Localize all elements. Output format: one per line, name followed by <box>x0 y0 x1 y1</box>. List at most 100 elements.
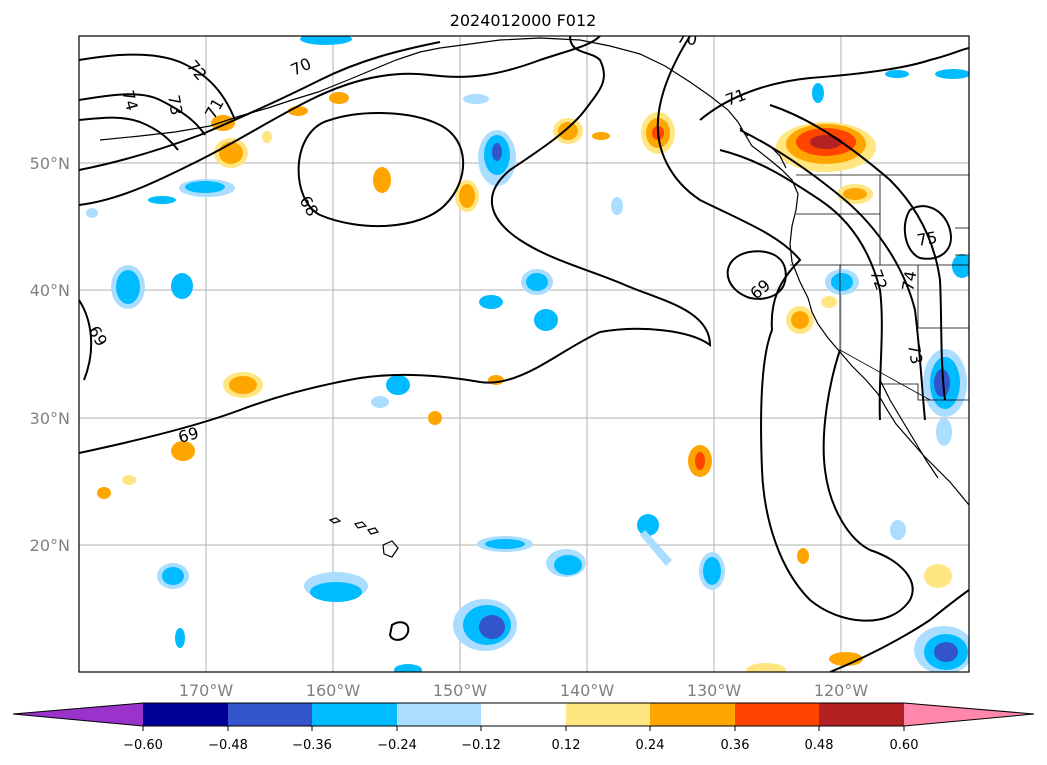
negative-patch <box>86 208 98 218</box>
contour-label: 73 <box>904 342 926 365</box>
positive-patch <box>329 92 349 104</box>
lon-label: 150°W <box>433 681 488 700</box>
negative-patch <box>935 69 969 79</box>
contour-71 <box>699 47 969 121</box>
hawaii-islands <box>328 517 399 558</box>
colorbar-label: −0.60 <box>123 738 163 753</box>
contour-69-upper <box>79 36 601 206</box>
contour-74 <box>769 104 946 401</box>
colorbar-segment <box>650 703 735 726</box>
longitude-labels: 170°W 160°W 150°W 140°W 130°W 120°W <box>179 681 869 700</box>
contour-label: 69 <box>176 423 201 447</box>
height-contours <box>79 36 969 672</box>
state-border <box>955 227 969 256</box>
negative-patch <box>611 197 623 215</box>
positive-patch <box>262 131 272 143</box>
contour-label: 75 <box>915 228 938 250</box>
colorbar-label: 0.12 <box>552 738 581 753</box>
contour-label: 74 <box>118 88 142 113</box>
lon-label: 130°W <box>687 681 742 700</box>
negative-patch <box>479 615 505 639</box>
positive-patch <box>428 411 442 425</box>
colorbar: −0.60 −0.48 −0.36 −0.24 −0.12 0.12 0.24 … <box>12 702 1035 753</box>
negative-patch <box>526 273 548 291</box>
island <box>353 521 368 529</box>
positive-patch <box>821 296 837 308</box>
colorbar-ticks <box>142 726 905 731</box>
negative-patch <box>386 375 410 395</box>
positive-patch <box>459 184 475 208</box>
colorbar-label: 0.24 <box>636 738 665 753</box>
colorbar-labels: −0.60 −0.48 −0.36 −0.24 −0.12 0.12 0.24 … <box>123 738 918 753</box>
contour-69-main <box>79 36 712 454</box>
negative-patch <box>171 273 193 299</box>
positive-patch <box>373 167 391 193</box>
lon-label: 170°W <box>179 681 234 700</box>
coastline-us-west <box>789 209 969 506</box>
state-border <box>880 383 969 401</box>
negative-patch <box>300 36 352 45</box>
positive-patch <box>171 441 195 461</box>
negative-patch <box>952 254 969 278</box>
negative-patch <box>479 295 503 309</box>
negative-patch <box>116 270 140 304</box>
negative-patch <box>371 396 389 408</box>
colorbar-label: 0.60 <box>890 738 919 753</box>
contour-top-left-74 <box>79 116 179 151</box>
colorbar-label: −0.48 <box>208 738 248 753</box>
negative-patch <box>936 418 952 446</box>
positive-patch <box>219 142 243 164</box>
lon-label: 140°W <box>560 681 615 700</box>
island <box>366 527 380 535</box>
colorbar-segment <box>397 703 481 726</box>
lat-label: 40°N <box>30 281 70 300</box>
negative-patch <box>640 530 672 566</box>
negative-patch <box>812 83 824 103</box>
negative-patch <box>175 628 185 648</box>
negative-patch <box>934 642 958 662</box>
contour-73 <box>739 129 926 421</box>
contour-top-left-70 <box>79 41 441 171</box>
negative-patch <box>703 557 721 585</box>
negative-patch <box>394 664 422 672</box>
positive-patch <box>791 311 809 329</box>
contour-label: 74 <box>898 269 920 292</box>
lat-label: 50°N <box>30 154 70 173</box>
negative-patch <box>554 555 582 575</box>
colorbar-segment <box>819 703 904 726</box>
colorbar-label: 0.36 <box>721 738 750 753</box>
latitude-labels: 50°N 40°N 30°N 20°N <box>30 154 70 555</box>
lon-label: 160°W <box>306 681 361 700</box>
contour-69-left <box>79 299 93 381</box>
contour-72 <box>719 149 883 421</box>
colorbar-min-extension <box>13 703 143 726</box>
positive-patch <box>924 564 952 588</box>
map-title: 2024012000 F012 <box>450 11 597 30</box>
colorbar-max-extension <box>904 703 1034 726</box>
positive-patch <box>695 452 705 470</box>
island <box>328 517 342 524</box>
positive-patch <box>229 376 257 394</box>
contour-69-small <box>726 250 787 300</box>
colorbar-label: −0.12 <box>461 738 501 753</box>
colorbar-segment <box>228 703 312 726</box>
contour-top-left-73 <box>79 93 206 136</box>
positive-patch <box>746 663 786 672</box>
negative-patch <box>492 143 502 161</box>
lat-label: 20°N <box>30 536 70 555</box>
map-border <box>78 35 970 673</box>
negative-patch <box>534 309 558 331</box>
negative-patch <box>885 70 909 78</box>
negative-patch <box>185 181 225 193</box>
colorbar-label: −0.36 <box>292 738 332 753</box>
negative-patch <box>162 567 184 585</box>
colorbar-segment <box>481 703 566 726</box>
negative-patch <box>485 539 525 549</box>
negative-patch <box>831 273 853 291</box>
colorbar-segment <box>312 703 397 726</box>
positive-patch <box>797 548 809 564</box>
island <box>382 540 399 558</box>
contour-75 <box>903 205 952 260</box>
negative-patch <box>637 514 659 536</box>
